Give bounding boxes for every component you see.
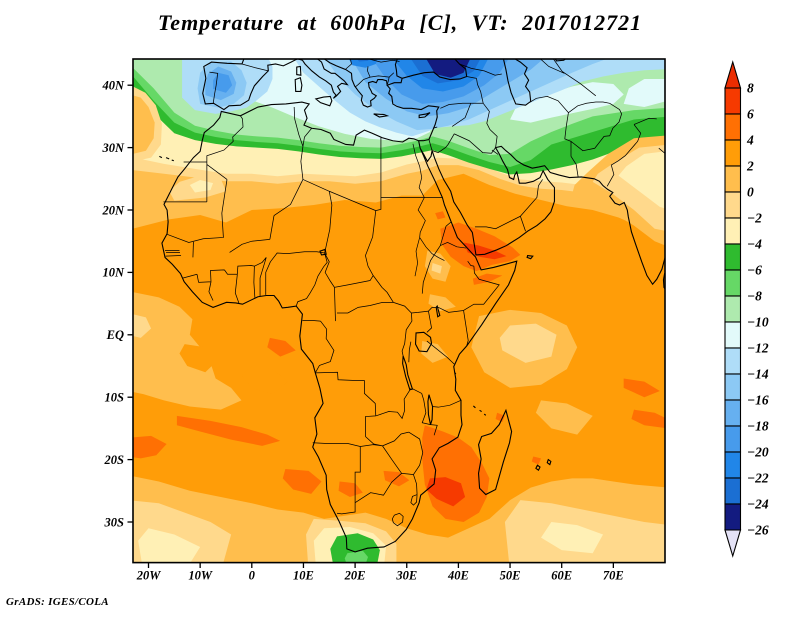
coastlines: [159, 58, 667, 552]
x-tick-label: 30E: [395, 569, 417, 583]
warm-pockets: [133, 86, 665, 435]
colorbar-arrow-top: [724, 60, 742, 89]
colorbar-segment: [724, 347, 742, 375]
colorbar-tick-label: 2: [746, 159, 754, 174]
colorbar-segment: [724, 477, 742, 505]
x-tick-label: 20E: [344, 569, 366, 583]
x-tick-label: 60E: [551, 569, 572, 583]
colorbar-segment: [724, 321, 742, 349]
colorbar-segment: [724, 191, 742, 219]
colorbar-tick-label: −26: [747, 523, 769, 538]
colorbar-segment: [724, 373, 742, 401]
colorbar-tick-label: −2: [747, 211, 762, 226]
map-frame: [132, 58, 666, 564]
colorbar-tick-label: −12: [747, 341, 769, 356]
y-tick-label: EQ: [106, 328, 124, 342]
nile-river: [413, 144, 445, 276]
x-tick-label: 70E: [603, 569, 624, 583]
colorbar-segment: [724, 425, 742, 453]
colorbar-tick-label: −6: [747, 263, 762, 278]
colorbar-segment: [724, 399, 742, 427]
x-tick-label: 40E: [447, 569, 469, 583]
colorbar-tick-label: 8: [747, 81, 754, 96]
colorbar-segment: [724, 139, 742, 167]
grads-credit: GrADS: IGES/COLA: [6, 596, 109, 608]
axes: 40N 30N 20N 10N EQ 10S 20S 30S 20W 10W 0 10E 20E 30E 4…: [101, 79, 623, 583]
colorbar: 8 6 4 2 0 −2 −4 −6 −8 −10 −12 −14 −16 −18 −20 −22 −24 −26: [724, 60, 769, 558]
temperature-field: [133, 59, 665, 563]
y-tick-label: 10N: [102, 266, 125, 280]
plot-title: Temperature at 600hPa [C], VT: 201701272…: [157, 10, 643, 35]
colorbar-segment: [724, 451, 742, 479]
x-tick-label: 10E: [293, 569, 314, 583]
colorbar-segment: [724, 243, 742, 271]
x-tick-label: 20W: [136, 569, 162, 583]
y-tick-label: 20S: [104, 453, 125, 467]
southern-cool-bands: [133, 476, 665, 563]
colorbar-tick-label: −14: [747, 367, 769, 382]
y-tick-label: 30S: [104, 515, 125, 529]
colorbar-segment: [724, 165, 742, 193]
y-tick-label: 30N: [101, 141, 125, 155]
colorbar-tick-label: −4: [747, 237, 762, 252]
y-tick-label: 40N: [101, 79, 125, 93]
colorbar-tick-label: 4: [746, 133, 754, 148]
colorbar-arrow-bottom: [724, 529, 742, 558]
colorbar-tick-label: −22: [747, 471, 769, 486]
colorbar-tick-label: −24: [747, 497, 769, 512]
colorbar-tick-label: 0: [747, 185, 754, 200]
y-tick-label: 20N: [101, 203, 125, 217]
y-tick-label: 10S: [105, 391, 125, 405]
colorbar-segment: [724, 295, 742, 323]
geography-layer: [159, 58, 667, 552]
x-tick-label: 50E: [500, 569, 521, 583]
colorbar-tick-label: −8: [747, 289, 762, 304]
colorbar-segment: [724, 503, 742, 531]
colorbar-tick-label: −16: [747, 393, 769, 408]
colorbar-segment: [724, 269, 742, 297]
colorbar-tick-label: 6: [747, 107, 754, 122]
colorbar-segment: [724, 87, 742, 115]
colorbar-segment: [724, 217, 742, 245]
colorbar-tick-label: −18: [747, 419, 769, 434]
country-borders: [163, 59, 667, 526]
map-area: [133, 58, 667, 563]
x-tick-label: 10W: [188, 569, 213, 583]
hot-anomalies: [133, 211, 665, 522]
colorbar-tick-label: −10: [747, 315, 769, 330]
colorbar-tick-label: −20: [747, 445, 769, 460]
colorbar-segment: [724, 113, 742, 141]
x-tick-label: 0: [249, 569, 256, 583]
